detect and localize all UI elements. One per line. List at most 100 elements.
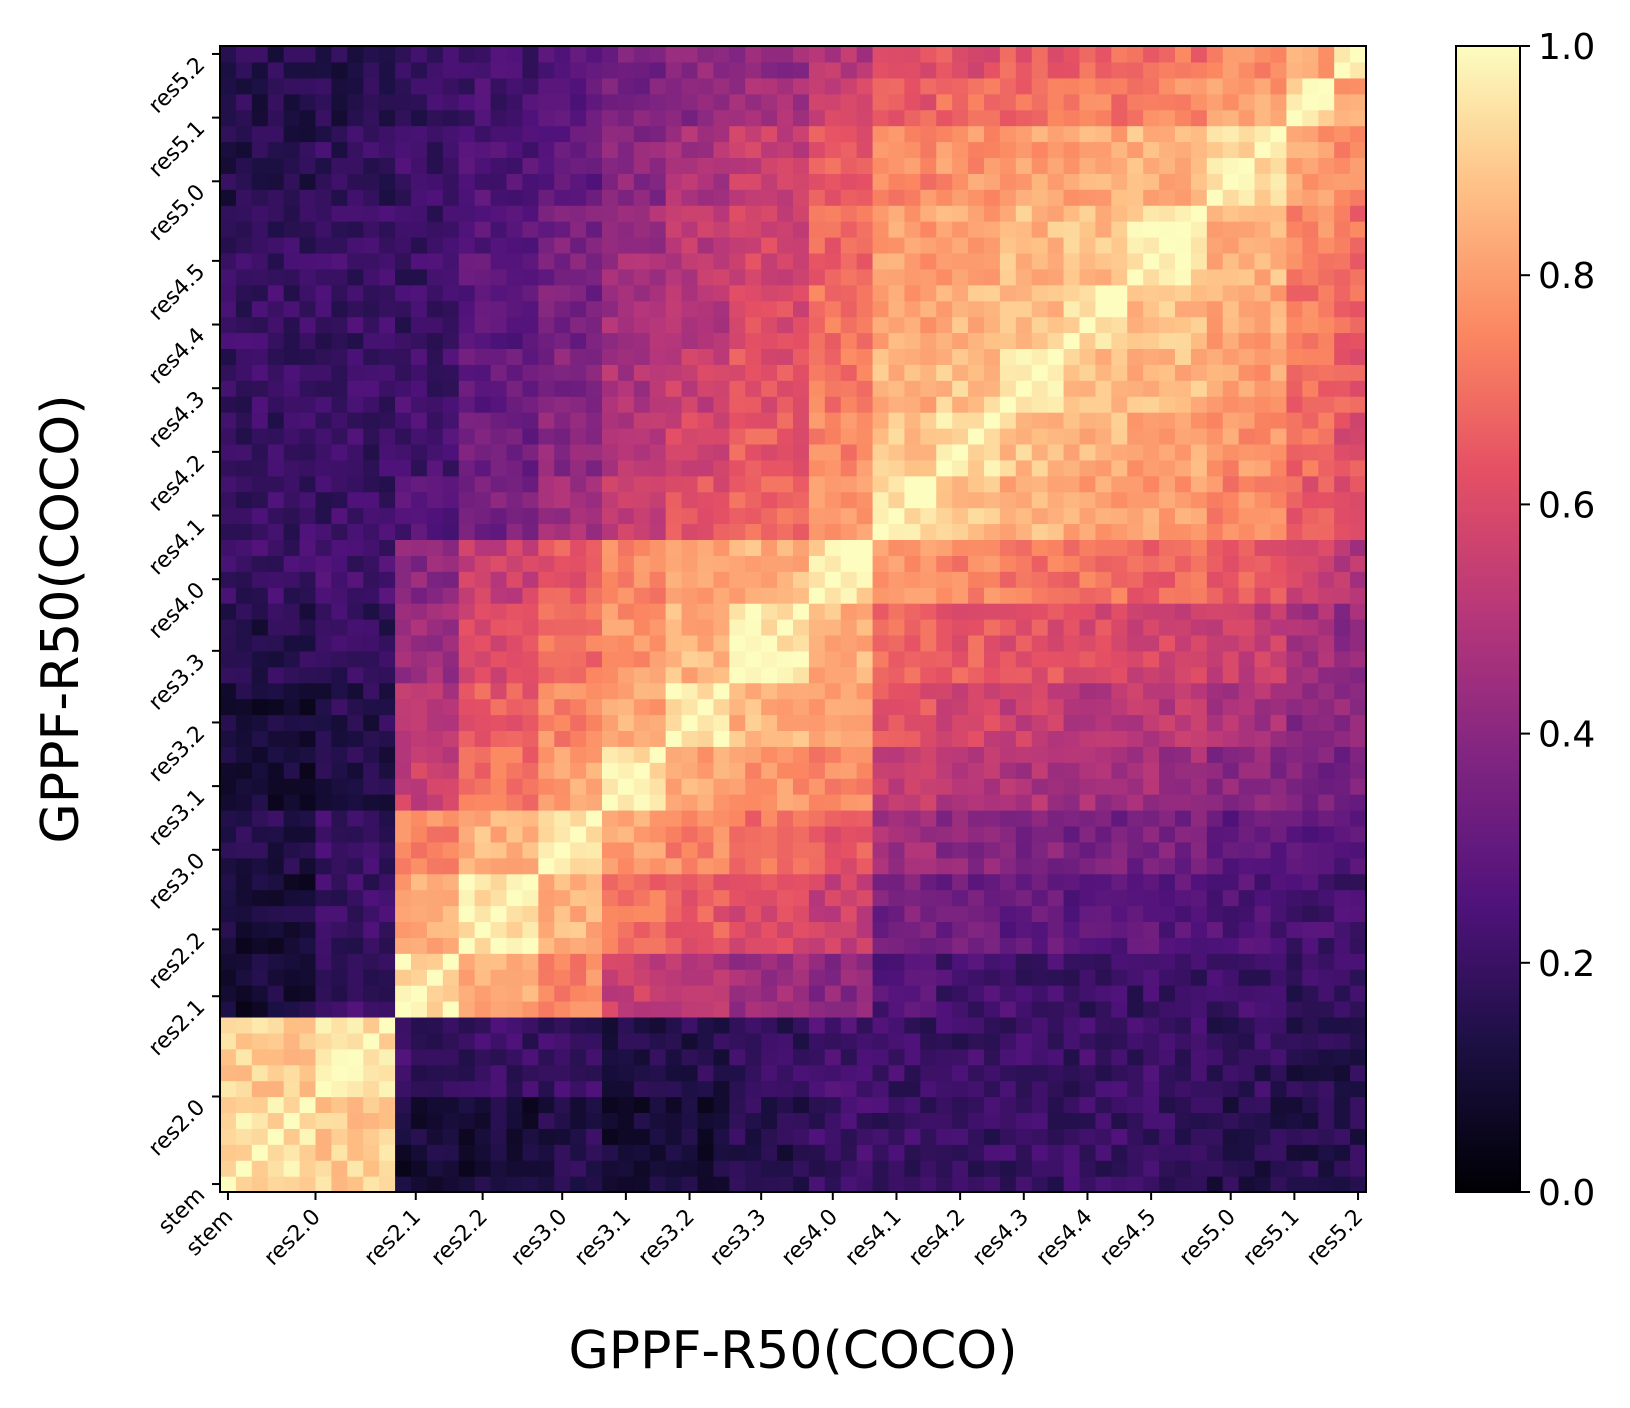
heatmap-cell (713, 619, 730, 636)
heatmap-cell (793, 141, 810, 159)
heatmap-cell (1175, 841, 1192, 859)
heatmap-cell (745, 396, 762, 413)
heatmap-cell (347, 810, 364, 827)
heatmap-cell (1015, 841, 1033, 859)
heatmap-cell (633, 475, 651, 493)
heatmap-cell (267, 1112, 285, 1129)
heatmap-cell (633, 682, 651, 700)
heatmap-cell (570, 825, 587, 843)
heatmap-cell (1143, 1144, 1160, 1161)
heatmap-cell (984, 125, 1001, 143)
heatmap-cell (872, 237, 890, 254)
heatmap-cell (697, 237, 715, 254)
heatmap-cell (1143, 746, 1160, 763)
heatmap-cell (538, 634, 555, 652)
heatmap-cell (633, 157, 651, 174)
heatmap-cell (888, 1032, 906, 1050)
heatmap-cell (1302, 730, 1319, 747)
heatmap-cell (426, 157, 444, 174)
heatmap-cell (777, 141, 794, 159)
heatmap-cell (649, 1160, 667, 1177)
heatmap-cell (1302, 189, 1319, 206)
heatmap-cell (1350, 507, 1367, 525)
heatmap-cell (235, 953, 253, 970)
heatmap-cell (347, 555, 364, 572)
heatmap-cell (586, 491, 603, 509)
heatmap-cell (952, 794, 969, 811)
heatmap-cell (1079, 825, 1097, 843)
heatmap-cell (1047, 396, 1065, 413)
heatmap-cell (617, 1064, 635, 1082)
heatmap-cell (1334, 682, 1351, 700)
heatmap-cell (824, 587, 842, 604)
heatmap-cell (379, 1080, 396, 1098)
heatmap-cell (602, 364, 619, 381)
heatmap-cell (920, 857, 937, 875)
heatmap-cell (665, 953, 683, 970)
heatmap-cell (235, 141, 253, 159)
heatmap-cell (617, 921, 635, 938)
heatmap-cell (1222, 603, 1240, 620)
heatmap-cell (1302, 412, 1319, 429)
heatmap-cell (1270, 300, 1288, 318)
heatmap-cell (952, 237, 969, 254)
heatmap-cell (522, 125, 539, 143)
heatmap-cell (999, 237, 1017, 254)
heatmap-cell (633, 762, 651, 779)
heatmap-cell (458, 650, 476, 668)
heatmap-cell (952, 810, 969, 827)
heatmap-cell (936, 348, 953, 365)
heatmap-cell (1222, 969, 1240, 986)
heatmap-cell (299, 603, 317, 620)
heatmap-cell (920, 125, 937, 143)
heatmap-cell (1111, 459, 1128, 477)
heatmap-cell (442, 364, 460, 381)
heatmap-cell (1127, 730, 1144, 747)
heatmap-cell (602, 857, 619, 875)
heatmap-cell (283, 300, 301, 318)
heatmap-cell (267, 889, 285, 907)
heatmap-cell (665, 682, 683, 700)
heatmap-cell (411, 523, 428, 541)
heatmap-cell (506, 284, 524, 302)
heatmap-cell (872, 746, 890, 763)
heatmap-cell (458, 682, 476, 700)
heatmap-cell (713, 1176, 730, 1193)
heatmap-cell (968, 443, 985, 461)
heatmap-cell (220, 268, 237, 286)
heatmap-cell (729, 475, 746, 493)
heatmap-cell (363, 205, 380, 222)
heatmap-cell (426, 284, 444, 302)
heatmap-cell (633, 714, 651, 732)
heatmap-cell (1159, 268, 1176, 286)
heatmap-cell (220, 778, 237, 795)
heatmap-cell (904, 523, 921, 541)
heatmap-cell (538, 555, 555, 572)
heatmap-cell (426, 841, 444, 859)
heatmap-cell (554, 778, 571, 795)
heatmap-cell (1127, 1080, 1144, 1098)
heatmap-cell (426, 682, 444, 700)
heatmap-cell (1270, 905, 1288, 923)
heatmap-cell (681, 555, 699, 572)
heatmap-cell (522, 794, 539, 811)
heatmap-cell (1350, 93, 1367, 111)
heatmap-cell (490, 1032, 508, 1050)
heatmap-cell (251, 619, 269, 636)
heatmap-cell (1079, 1112, 1097, 1129)
heatmap-cell (490, 380, 508, 397)
heatmap-cell (840, 268, 858, 286)
heatmap-cell (617, 1001, 635, 1018)
heatmap-cell (299, 587, 317, 604)
heatmap-cell (522, 778, 539, 795)
heatmap-cell (1286, 937, 1303, 954)
heatmap-cell (1143, 491, 1160, 509)
heatmap-cell (554, 332, 571, 350)
heatmap-cell (235, 93, 253, 111)
heatmap-cell (395, 698, 412, 716)
heatmap-cell (1254, 905, 1272, 923)
heatmap-cell (713, 268, 730, 286)
heatmap-cell (761, 889, 778, 907)
heatmap-cell (808, 921, 826, 938)
heatmap-cell (251, 1016, 269, 1034)
